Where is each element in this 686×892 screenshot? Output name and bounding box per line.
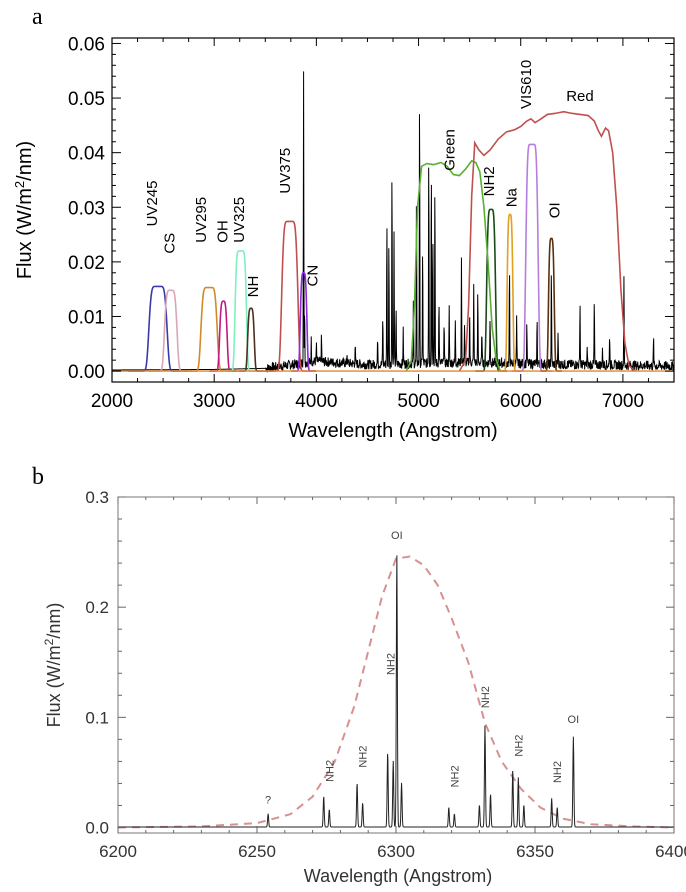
panel-a-y-tick-label: 0.02	[68, 253, 105, 274]
panel-b-x-tick-label: 6350	[516, 842, 554, 861]
panel-b-y-tick-label: 0.0	[85, 818, 109, 837]
panel-a-x-tick-label: 3000	[193, 391, 235, 412]
panel-a-filter-curve-nh2	[475, 208, 507, 372]
panel-a-x-axis-label: Wavelength (Angstrom)	[288, 420, 497, 442]
panel-a-filter-curve-nh	[238, 307, 264, 372]
panel-b-y-tick-label: 0.3	[85, 488, 109, 507]
panel-a-filter-label-oi: OI	[547, 202, 564, 218]
panel-a-filter-curve-green	[405, 159, 502, 372]
panel-a-filter-label-uv245: UV245	[144, 181, 161, 227]
panel-b-y-tick-label: 0.1	[85, 708, 109, 727]
panel-a-filter-label-uv325: UV325	[231, 197, 248, 243]
panel-a-filter-label-na: Na	[504, 187, 521, 207]
panel-a-y-axis-label: Flux (W/m2/nm)	[12, 141, 37, 279]
panel-b-line-label-oi: OI	[568, 714, 580, 726]
panel-b-line-label-nh2: NH2	[324, 760, 336, 782]
panel-a-filter-label-nh2: NH2	[481, 166, 498, 196]
panel-b-y-axis-label: Flux (W/m2/nm)	[42, 603, 64, 728]
panel-a-axes: 2000 3000 4000 5000 6000 7000 0.00 0.01 0.02 0.03…	[68, 34, 675, 412]
panel-a-y-tick-label: 0.04	[68, 144, 105, 165]
panel-a-filter-curve-vis610	[511, 143, 553, 372]
panel-b-series-group	[118, 555, 674, 829]
panel-a-y-tick-label: 0.06	[68, 34, 105, 55]
panel-a-x-tick-label: 6000	[500, 391, 542, 412]
panel-a-filter-label-cs: CS	[161, 233, 178, 254]
panel-b-x-tick-label: 6200	[99, 842, 137, 861]
panel-a-filter-label-vis610: VIS610	[518, 60, 535, 109]
panel-a-filter-curve-cs	[148, 289, 193, 372]
panel-letter-a: a	[32, 4, 43, 30]
panel-b-x-axis-label: Wavelength (Angstrom)	[304, 866, 492, 886]
panel-a-spectrum-line	[112, 71, 674, 373]
panel-b-x-tick-label: 6300	[377, 842, 415, 861]
panel-a-x-tick-label: 2000	[91, 391, 133, 412]
panel-b-line-label-oi: OI	[391, 530, 403, 542]
panel-a-filter-label-uv375: UV375	[277, 148, 294, 194]
panel-a-filter-label-cn: CN	[304, 265, 321, 287]
panel-b-line-label-nh2: NH2	[449, 765, 461, 787]
panel-a-y-tick-label: 0.00	[68, 362, 105, 383]
panel-b-y-tick-label: 0.2	[85, 598, 109, 617]
panel-a-filter-label-oh: OH	[214, 220, 231, 243]
panel-a-y-tick-label: 0.05	[68, 89, 105, 110]
panel-b-plot-area: OI OI? NH2 NH2 NH2 NH2 NH2 NH2 NH2	[118, 530, 674, 829]
panel-a-filter-curve-red	[458, 110, 636, 372]
panel-b-line-label-unknown: ?	[265, 794, 271, 806]
panel-b-spectrum-line	[118, 555, 674, 828]
panel-a-filter-label-red: Red	[566, 88, 594, 105]
panel-a-filter-label-nh: NH	[245, 276, 262, 298]
panel-a-y-tick-label: 0.03	[68, 198, 105, 219]
panel-a-series-group	[112, 71, 674, 373]
panel-b-x-tick-label: 6250	[238, 842, 276, 861]
panel-a-x-tick-label: 7000	[602, 391, 644, 412]
panel-b-line-label-nh2: NH2	[385, 653, 397, 675]
panel-letter-b: b	[32, 464, 44, 490]
panel-a-x-tick-label: 5000	[397, 391, 439, 412]
panel-a-filter-label-uv295: UV295	[193, 197, 210, 243]
panel-b: b OI OI? NH2 NH2 NH2 NH2 NH2 NH2 NH2 6200 6250 630…	[32, 464, 686, 886]
panel-b-line-label-nh2: NH2	[480, 686, 492, 708]
panel-a-filter-label-green: Green	[441, 129, 458, 171]
panel-b-line-label-nh2: NH2	[552, 761, 564, 783]
panel-a-y-tick-label: 0.01	[68, 307, 105, 328]
panel-a-x-tick-label: 4000	[295, 391, 337, 412]
panel-b-line-label-nh2: NH2	[358, 746, 370, 768]
panel-b-line-label-nh2: NH2	[513, 735, 525, 757]
